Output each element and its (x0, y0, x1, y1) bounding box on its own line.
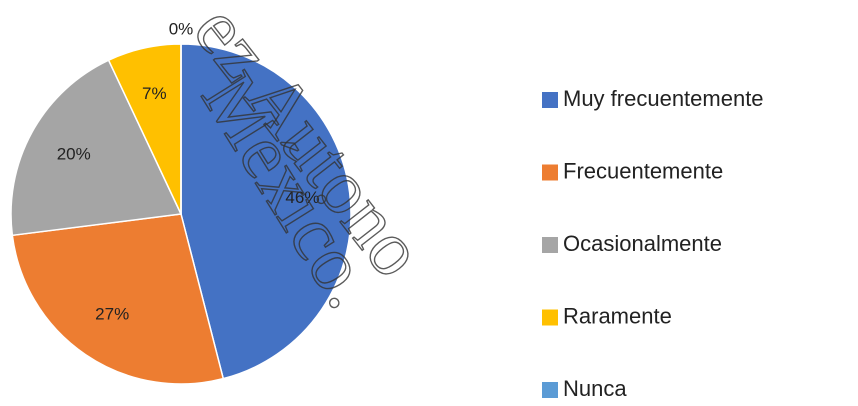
legend-label: Muy frecuentemente (563, 86, 764, 111)
legend-label: Raramente (563, 303, 672, 328)
legend-swatch (542, 309, 558, 326)
legend-swatch (542, 164, 558, 181)
pie-slice (10, 59, 183, 237)
legend-label: Frecuentemente (563, 158, 723, 183)
legend-swatch (542, 237, 558, 253)
data-label: 27% (95, 305, 129, 324)
legend-swatch (542, 92, 558, 108)
data-label: 20% (57, 145, 91, 164)
legend-swatch (542, 382, 558, 398)
legend-label: Nunca (563, 376, 627, 401)
data-label: 0% (169, 19, 194, 38)
data-labels: 46% 27% 20% 7% 0% (57, 19, 320, 323)
pie (10, 43, 352, 385)
legend-label: Ocasionalmente (563, 231, 722, 256)
pie-slice (180, 43, 352, 380)
pie-slice (11, 213, 225, 385)
data-label: 46% (285, 188, 319, 207)
legend: Muy frecuentemente Frecuentemente Ocasiona… (542, 86, 764, 401)
data-label: 7% (142, 84, 167, 103)
